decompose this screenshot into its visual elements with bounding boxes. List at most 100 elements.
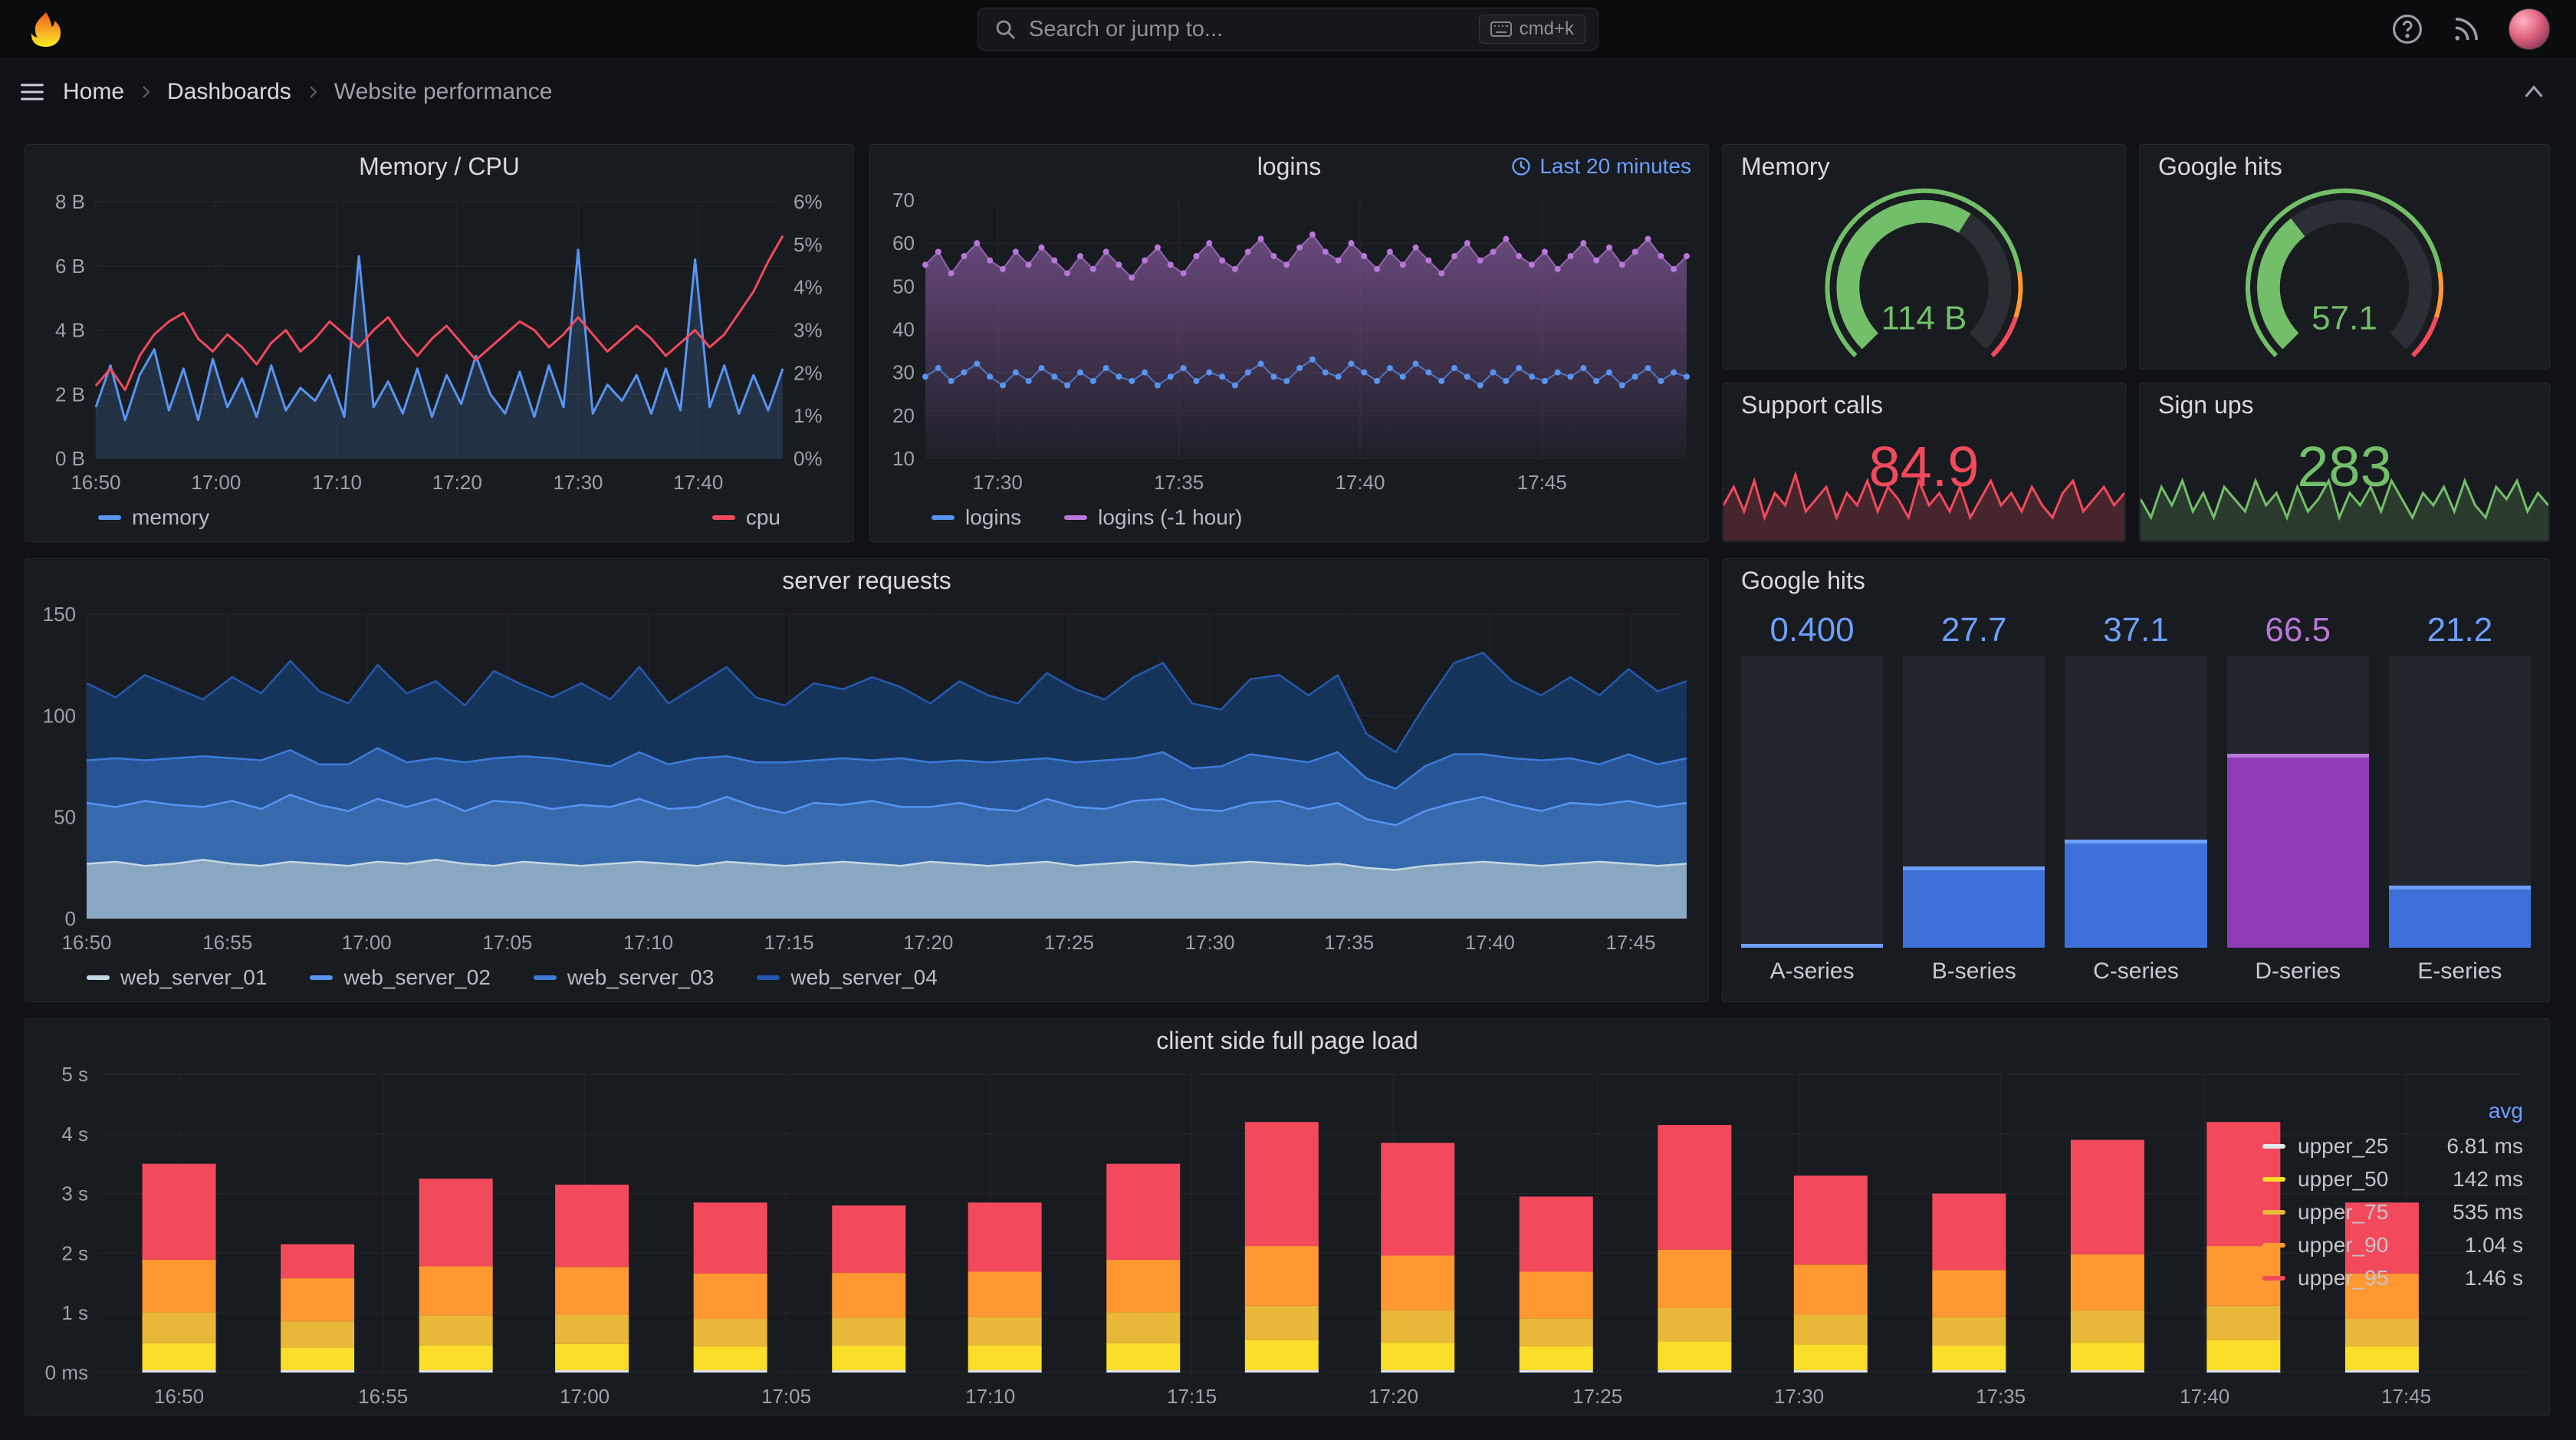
breadcrumb-home[interactable]: Home <box>63 79 125 104</box>
bar-gauge-column[interactable]: 66.5 D-series <box>2226 605 2369 989</box>
legend-value: 535 ms <box>2453 1199 2523 1224</box>
bar-gauge-column[interactable]: 27.7 B-series <box>1903 605 2045 989</box>
keyboard-icon <box>1490 21 1512 38</box>
legend-item[interactable]: web_server_03 <box>533 965 714 990</box>
google-hits-bar-gauge: 0.400 A-series 27.7 B-series 37.1 C-series 66.… <box>1723 602 2549 1001</box>
legend-swatch <box>2262 1176 2285 1182</box>
legend-label: upper_50 <box>2298 1166 2389 1191</box>
svg-text:5%: 5% <box>794 233 823 256</box>
bar-value: 27.7 <box>1940 611 2007 649</box>
legend-value: 1.04 s <box>2464 1232 2523 1257</box>
bar-label: A-series <box>1769 958 1855 984</box>
breadcrumb-dashboards[interactable]: Dashboards <box>167 79 291 104</box>
svg-text:0%: 0% <box>794 447 823 470</box>
legend-item[interactable]: upper_90 1.04 s <box>2262 1228 2523 1261</box>
breadcrumb-current: Website performance <box>334 79 553 104</box>
legend-swatch <box>757 975 780 980</box>
legend-label: upper_90 <box>2298 1232 2389 1257</box>
question-circle-icon <box>2393 15 2422 44</box>
bar-gauge-column[interactable]: 21.2 E-series <box>2388 605 2532 989</box>
chevron-up-icon <box>2525 85 2543 97</box>
legend-swatch <box>98 515 121 520</box>
panel-title[interactable]: Sign ups <box>2158 390 2254 419</box>
rss-icon <box>2455 18 2478 41</box>
legend-item[interactable]: logins <box>932 505 1021 530</box>
svg-text:17:10: 17:10 <box>965 1385 1015 1408</box>
bar-gauge-column[interactable]: 0.400 A-series <box>1741 605 1884 989</box>
google-hits-gauge: 57.1 <box>2140 188 2549 369</box>
svg-text:17:45: 17:45 <box>1605 931 1655 954</box>
grafana-logo[interactable] <box>26 9 66 49</box>
svg-text:40: 40 <box>892 318 915 341</box>
svg-text:6 B: 6 B <box>55 255 85 278</box>
panel-title[interactable]: logins <box>1257 152 1322 180</box>
panel-title[interactable]: client side full page load <box>1156 1026 1418 1054</box>
svg-text:114 B: 114 B <box>1881 299 1967 337</box>
panel-title[interactable]: server requests <box>782 566 951 594</box>
bar-track <box>2226 656 2369 948</box>
help-button[interactable] <box>2390 12 2424 46</box>
time-range-tag[interactable]: Last 20 minutes <box>1510 145 1691 188</box>
chart-legend: avg upper_25 6.81 ms upper_50 142 ms upper_75… <box>2262 1099 2523 1294</box>
svg-text:4%: 4% <box>794 276 823 299</box>
svg-text:57.1: 57.1 <box>2312 299 2377 337</box>
panel-title[interactable]: Google hits <box>2158 152 2282 180</box>
chart-legend: memory cpu <box>25 501 853 541</box>
panel-title[interactable]: Memory <box>1741 152 1830 180</box>
news-button[interactable] <box>2450 13 2482 45</box>
svg-text:17:25: 17:25 <box>1572 1385 1622 1408</box>
svg-text:30: 30 <box>892 361 915 384</box>
legend-swatch <box>2262 1209 2285 1215</box>
memory-cpu-chart: 0 B 2 B 4 B 6 B 8 B 0% 1% 2% 3% 4% 5% 6% 16:50 17:00 1… <box>25 188 853 501</box>
legend-item[interactable]: memory <box>98 505 209 530</box>
legend-item[interactable]: upper_75 535 ms <box>2262 1195 2523 1228</box>
panel-server-requests: server requests 0 50 100 150 16:50 16:55 17:00… <box>25 558 1709 1002</box>
legend-item[interactable]: logins (-1 hour) <box>1064 505 1242 530</box>
svg-text:3 s: 3 s <box>61 1182 88 1205</box>
svg-text:17:30: 17:30 <box>553 471 603 494</box>
panel-sign-ups: Sign ups 283 <box>2139 383 2550 542</box>
legend-value: 1.46 s <box>2464 1265 2523 1290</box>
legend-item[interactable]: web_server_04 <box>757 965 938 990</box>
panel-title[interactable]: Memory / CPU <box>359 152 520 180</box>
panel-title[interactable]: Google hits <box>1741 566 1865 594</box>
legend-item[interactable]: upper_25 6.81 ms <box>2262 1129 2523 1162</box>
user-avatar[interactable] <box>2509 8 2550 50</box>
bar-label: E-series <box>2417 958 2502 984</box>
hamburger-icon <box>21 84 44 100</box>
legend-item[interactable]: upper_95 1.46 s <box>2262 1261 2523 1294</box>
dashboard: Memory / CPU 0 B 2 B 4 B 6 B 8 B 0% 1% 2% 3% 4% 5%… <box>0 125 2576 1440</box>
legend-label: web_server_04 <box>790 965 938 989</box>
panel-title[interactable]: Support calls <box>1741 390 1883 419</box>
bar-track <box>2388 656 2532 948</box>
legend-swatch <box>2262 1242 2285 1248</box>
breadcrumb: Home Dashboards Website performance <box>63 79 552 105</box>
legend-label: logins <box>965 505 1022 529</box>
svg-text:16:50: 16:50 <box>61 931 111 954</box>
svg-text:17:05: 17:05 <box>482 931 532 954</box>
svg-text:17:30: 17:30 <box>973 471 1023 494</box>
svg-text:16:50: 16:50 <box>71 471 120 494</box>
menu-toggle-button[interactable] <box>17 77 48 107</box>
svg-text:2 s: 2 s <box>61 1241 88 1264</box>
bar-value: 37.1 <box>2103 611 2169 649</box>
svg-text:17:40: 17:40 <box>1465 931 1515 954</box>
legend-item[interactable]: web_server_02 <box>310 965 491 990</box>
bar-label: B-series <box>1931 958 2016 984</box>
bar-track <box>1741 656 1884 948</box>
legend-label: logins (-1 hour) <box>1098 505 1243 529</box>
chevron-right-icon <box>136 83 155 101</box>
search-input[interactable]: Search or jump to... cmd+k <box>978 8 1598 51</box>
svg-text:17:10: 17:10 <box>312 471 362 494</box>
svg-text:17:35: 17:35 <box>1154 471 1204 494</box>
legend-label: cpu <box>745 505 780 529</box>
legend-item[interactable]: web_server_01 <box>87 965 267 990</box>
bar-gauge-column[interactable]: 37.1 C-series <box>2065 605 2207 989</box>
legend-item[interactable]: upper_50 142 ms <box>2262 1162 2523 1195</box>
legend-item[interactable]: cpu <box>711 505 780 530</box>
chevron-right-icon <box>304 83 322 101</box>
nav-right-actions <box>2390 8 2550 50</box>
collapse-button[interactable] <box>2519 77 2548 107</box>
bar-label: D-series <box>2255 958 2341 984</box>
shortcut-badge: cmd+k <box>1478 15 1585 44</box>
